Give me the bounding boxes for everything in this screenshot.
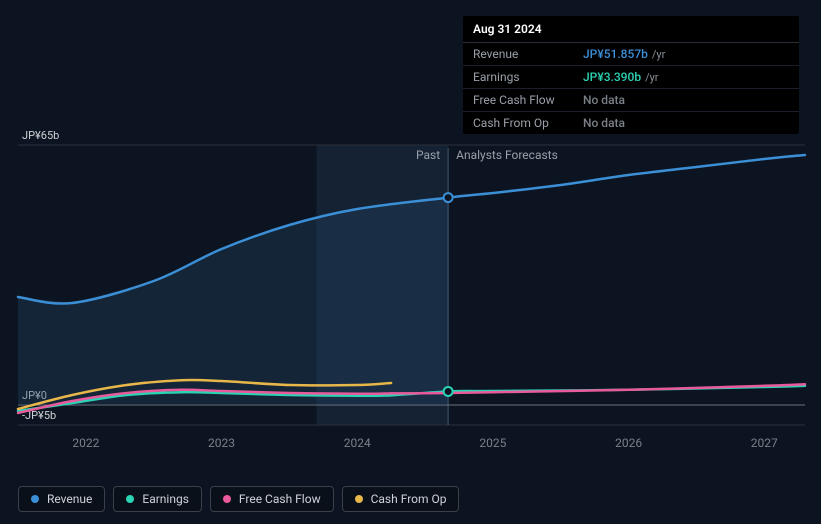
tooltip-row-value: JP¥51.857b bbox=[583, 47, 648, 61]
tooltip-row-suffix: /yr bbox=[645, 71, 658, 84]
tooltip-row-label: Earnings bbox=[473, 70, 583, 84]
tooltip-row-label: Revenue bbox=[473, 47, 583, 61]
legend-item-free-cash-flow[interactable]: Free Cash Flow bbox=[210, 486, 334, 512]
legend-label: Cash From Op bbox=[371, 492, 447, 506]
tooltip-row: EarningsJP¥3.390b/yr bbox=[463, 66, 799, 89]
legend-label: Free Cash Flow bbox=[239, 492, 321, 506]
svg-text:2022: 2022 bbox=[72, 436, 99, 450]
tooltip-row-label: Free Cash Flow bbox=[473, 93, 583, 107]
svg-text:2024: 2024 bbox=[344, 436, 371, 450]
tooltip-row-value: No data bbox=[583, 93, 625, 107]
tooltip-date: Aug 31 2024 bbox=[463, 16, 799, 43]
legend-dot-icon bbox=[31, 495, 39, 503]
legend-dot-icon bbox=[223, 495, 231, 503]
svg-text:JP¥65b: JP¥65b bbox=[22, 129, 59, 142]
legend-item-revenue[interactable]: Revenue bbox=[18, 486, 105, 512]
legend-label: Revenue bbox=[47, 492, 92, 506]
tooltip-row-value: JP¥3.390b bbox=[583, 70, 641, 84]
tooltip-row-label: Cash From Op bbox=[473, 116, 583, 130]
chart-legend: Revenue Earnings Free Cash Flow Cash From O… bbox=[18, 486, 459, 512]
financial-chart: JP¥65bJP¥0-JP¥5bPastAnalysts Forecasts20… bbox=[0, 0, 821, 524]
tooltip-row: Cash From OpNo data bbox=[463, 112, 799, 134]
legend-dot-icon bbox=[355, 495, 363, 503]
legend-item-cash-from-op[interactable]: Cash From Op bbox=[342, 486, 460, 512]
tooltip-row: Free Cash FlowNo data bbox=[463, 89, 799, 112]
svg-text:Analysts Forecasts: Analysts Forecasts bbox=[456, 148, 558, 162]
tooltip-row-suffix: /yr bbox=[652, 48, 665, 61]
tooltip-row: RevenueJP¥51.857b/yr bbox=[463, 43, 799, 66]
svg-text:2025: 2025 bbox=[479, 436, 506, 450]
svg-text:2027: 2027 bbox=[751, 436, 778, 450]
legend-item-earnings[interactable]: Earnings bbox=[113, 486, 202, 512]
svg-text:2023: 2023 bbox=[208, 436, 235, 450]
legend-label: Earnings bbox=[142, 492, 189, 506]
svg-text:2026: 2026 bbox=[615, 436, 642, 450]
chart-tooltip: Aug 31 2024 RevenueJP¥51.857b/yrEarnings… bbox=[463, 16, 799, 134]
svg-text:Past: Past bbox=[416, 148, 440, 162]
tooltip-row-value: No data bbox=[583, 116, 625, 130]
legend-dot-icon bbox=[126, 495, 134, 503]
